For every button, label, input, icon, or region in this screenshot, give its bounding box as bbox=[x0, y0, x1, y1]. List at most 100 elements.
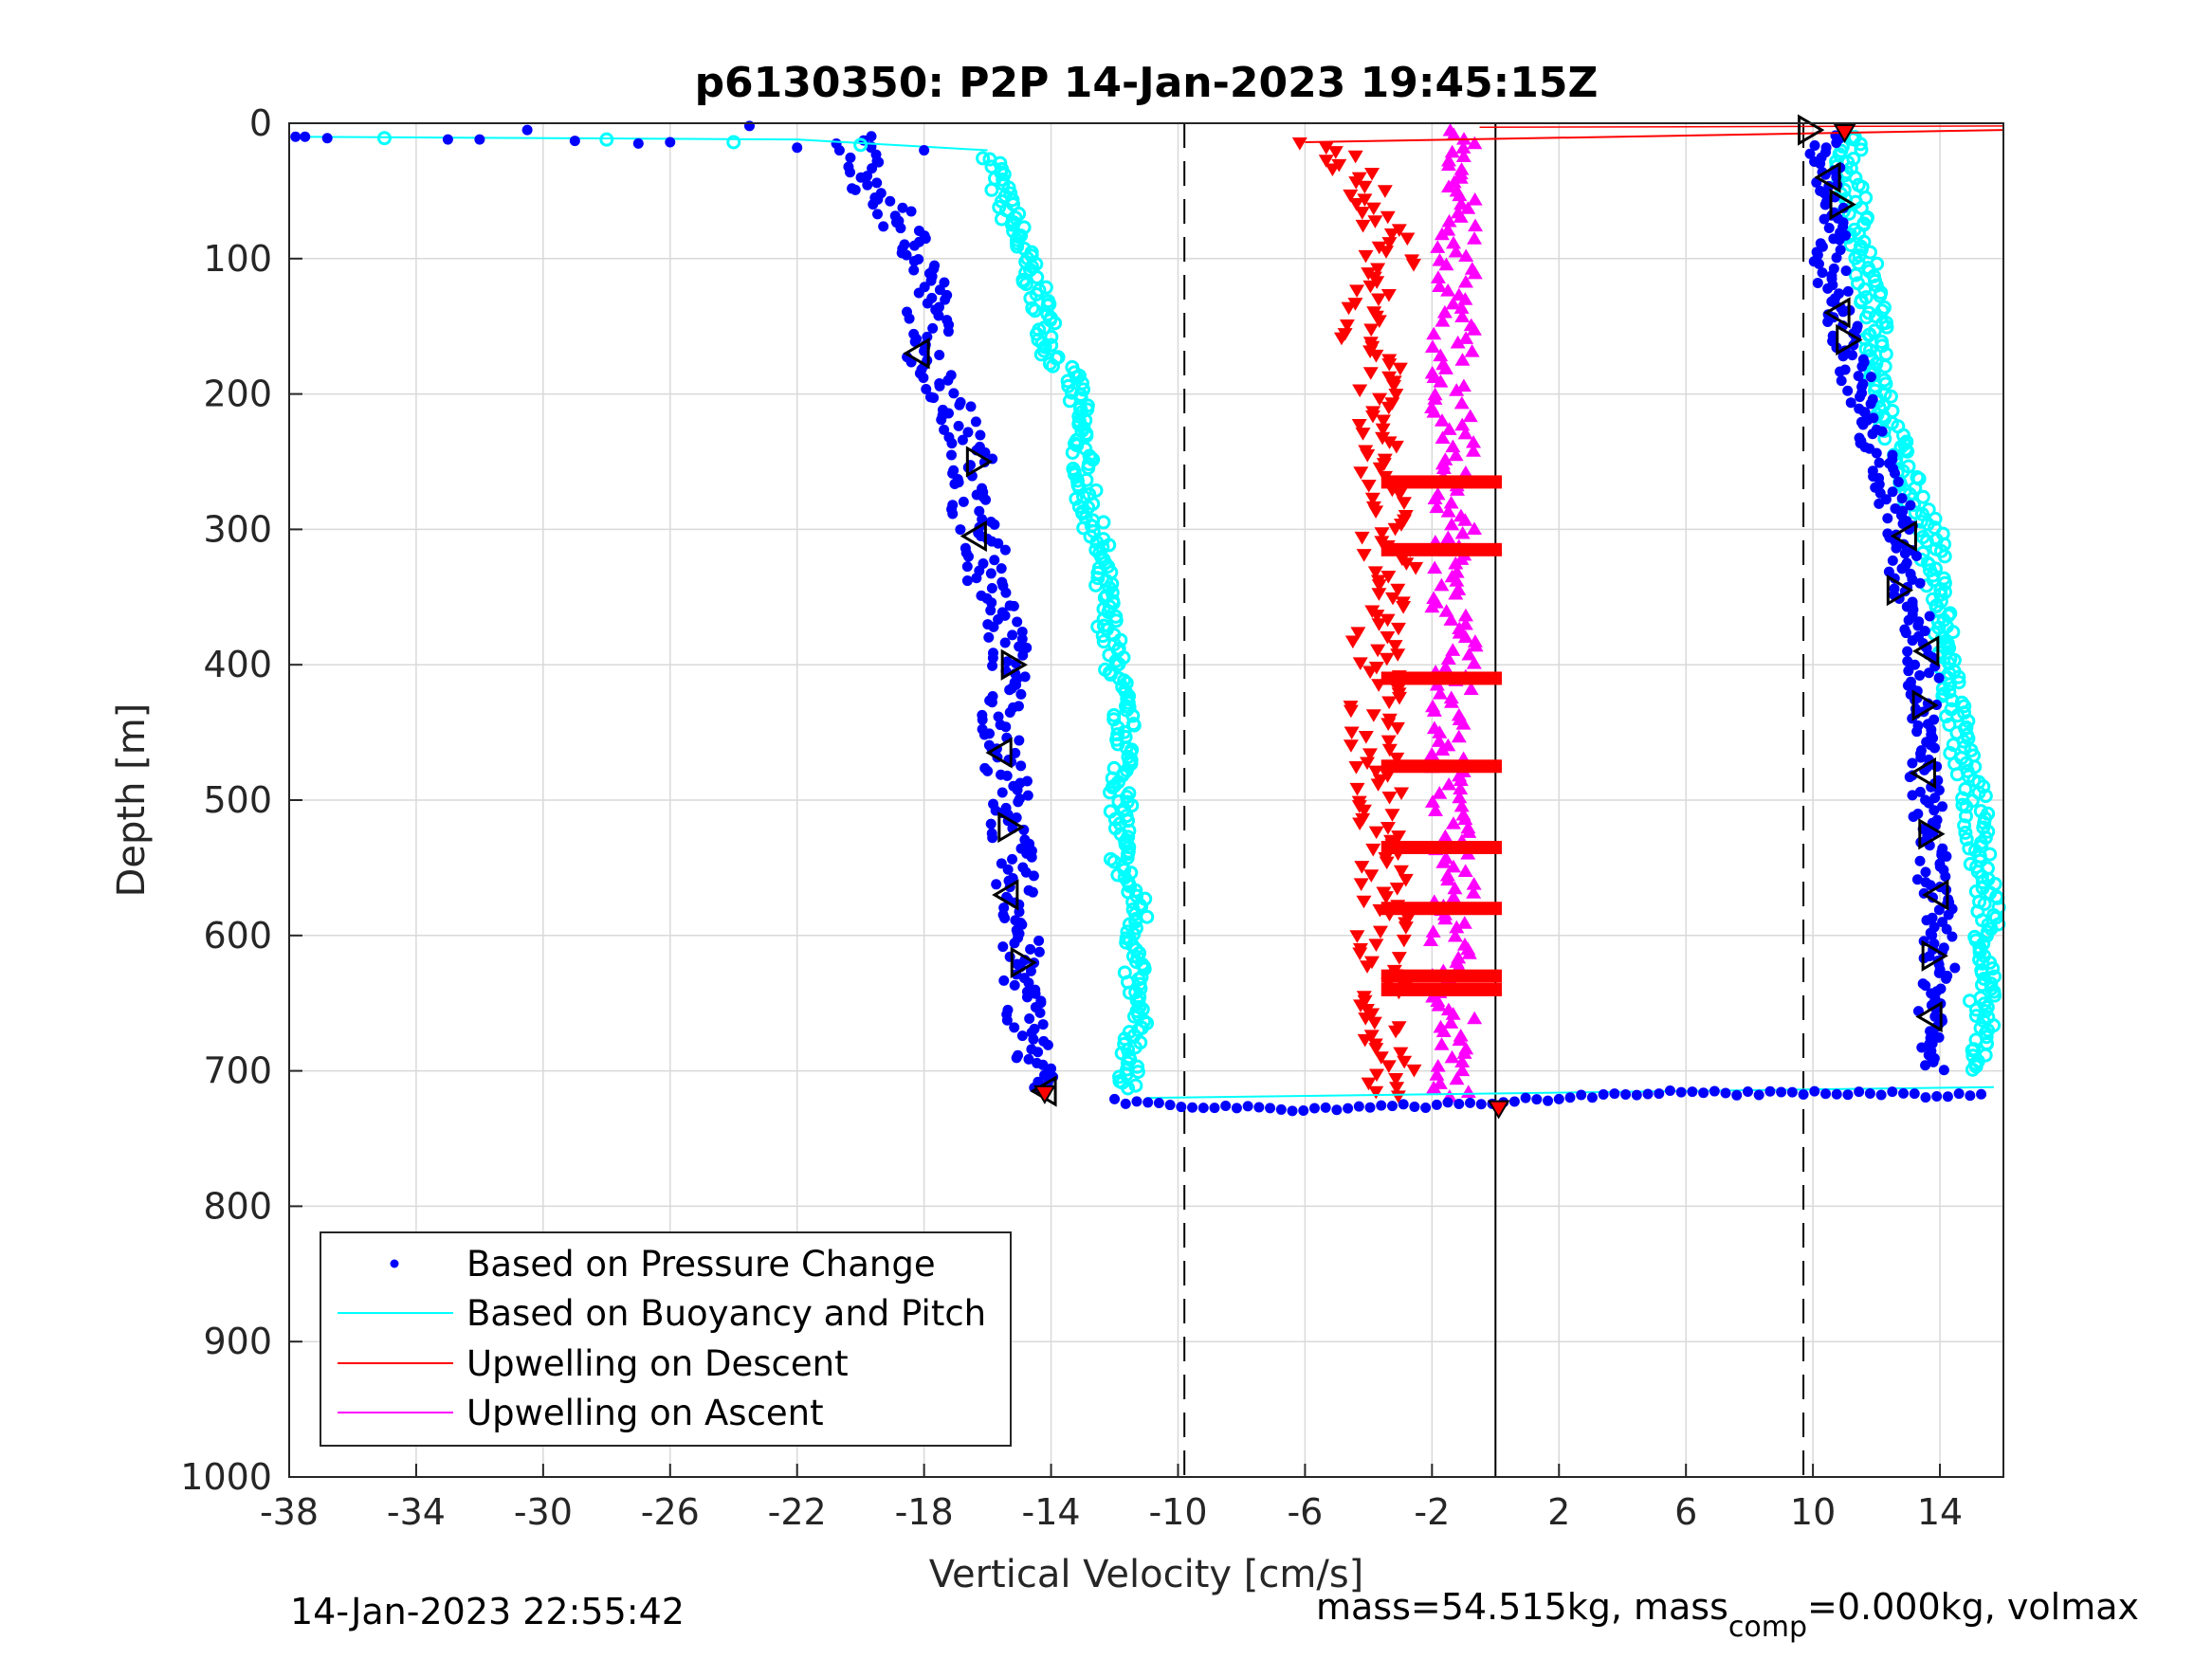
pressure-ascent-point bbox=[1933, 672, 1945, 684]
bottom-turn-pressure-point bbox=[1242, 1101, 1253, 1112]
upwelling-ascent-marker bbox=[1451, 729, 1467, 743]
pressure-ascent-point bbox=[1892, 476, 1904, 487]
pressure-descent-point bbox=[1014, 641, 1025, 652]
buoyancy-descent-point bbox=[1121, 1081, 1136, 1096]
upwelling-band bbox=[1380, 759, 1502, 774]
pressure-ascent-point bbox=[1837, 306, 1849, 318]
pressure-ascent-point bbox=[1900, 628, 1911, 639]
upwelling-descent-marker bbox=[1380, 210, 1396, 225]
surface-buoyancy-point bbox=[376, 131, 392, 146]
pressure-descent-point bbox=[927, 322, 939, 334]
buoyancy-ascent-point bbox=[1978, 789, 1993, 804]
upwelling-descent-marker bbox=[1374, 527, 1390, 540]
upwelling-descent-marker bbox=[1344, 726, 1360, 740]
bottom-turn-pressure-point bbox=[1664, 1085, 1675, 1096]
upwelling-ascent-marker bbox=[1455, 378, 1472, 392]
legend-label-pressure: Based on Pressure Change bbox=[466, 1244, 936, 1285]
upwelling-ascent-marker bbox=[1425, 924, 1441, 938]
pressure-descent-point bbox=[873, 156, 885, 168]
pressure-descent-point bbox=[1008, 600, 1019, 611]
upwelling-descent-marker bbox=[1379, 652, 1395, 666]
pressure-descent-point bbox=[1039, 1069, 1051, 1081]
upwelling-ascent-marker bbox=[1435, 855, 1452, 868]
pressure-descent-point bbox=[1000, 587, 1012, 598]
upwelling-descent-marker bbox=[1381, 237, 1398, 250]
upwelling-descent-marker bbox=[1360, 960, 1376, 974]
buoyancy-ascent-point bbox=[1853, 137, 1868, 152]
upwelling-descent-marker bbox=[1371, 241, 1387, 255]
pressure-descent-point bbox=[997, 941, 1009, 953]
upwelling-ascent-marker bbox=[1452, 1032, 1468, 1047]
upwelling-ascent-marker bbox=[1441, 179, 1457, 192]
pressure-descent-point bbox=[985, 818, 996, 830]
upwelling-descent-marker bbox=[1380, 718, 1397, 731]
upwelling-ascent-marker bbox=[1454, 353, 1471, 366]
upwelling-ascent-marker bbox=[1426, 404, 1442, 418]
y-tick-label: 100 bbox=[203, 238, 272, 280]
pressure-descent-point bbox=[1022, 790, 1033, 801]
pressure-descent-point bbox=[1037, 1019, 1049, 1030]
bottom-turn-pressure-point bbox=[1564, 1092, 1576, 1103]
bottom-turn-pressure-point bbox=[1753, 1089, 1764, 1101]
upwelling-ascent-marker bbox=[1426, 703, 1442, 717]
pressure-descent-point bbox=[988, 621, 999, 632]
ascent-triangle-marker bbox=[1890, 520, 1917, 553]
upwelling-descent-marker bbox=[1386, 379, 1402, 393]
upwelling-descent-marker bbox=[1373, 1051, 1389, 1065]
upwelling-descent-marker bbox=[1363, 1030, 1380, 1043]
y-tick-label: 1000 bbox=[180, 1456, 272, 1498]
upwelling-ascent-marker bbox=[1427, 560, 1443, 574]
upwelling-ascent-marker bbox=[1440, 530, 1456, 544]
y-tick-label: 200 bbox=[203, 374, 272, 415]
buoyancy-ascent-point bbox=[1854, 295, 1869, 310]
upwelling-ascent-marker bbox=[1424, 794, 1440, 808]
bottom-turn-pressure-point bbox=[1164, 1100, 1176, 1111]
upwelling-ascent-marker bbox=[1449, 1071, 1465, 1085]
pressure-descent-point bbox=[979, 447, 991, 458]
pressure-descent-point bbox=[1001, 1014, 1013, 1026]
pressure-descent-point bbox=[897, 202, 908, 213]
pressure-descent-point bbox=[958, 496, 969, 507]
upwelling-ascent-marker bbox=[1463, 682, 1479, 696]
upwelling-descent-marker bbox=[1368, 349, 1384, 363]
bottom-turn-pressure-point bbox=[1742, 1086, 1753, 1098]
upwelling-descent-marker bbox=[1383, 228, 1399, 242]
upwelling-ascent-marker bbox=[1457, 864, 1473, 877]
upwelling-descent-marker bbox=[1352, 947, 1368, 961]
buoyancy-ascent-point bbox=[1963, 994, 1978, 1009]
upwelling-descent-marker bbox=[1357, 1033, 1373, 1048]
upwelling-ascent-marker bbox=[1432, 279, 1448, 293]
pressure-descent-point bbox=[999, 544, 1011, 556]
pressure-descent-point bbox=[1009, 979, 1020, 991]
upwelling-descent-marker bbox=[1392, 488, 1408, 501]
upwelling-descent-marker bbox=[1372, 925, 1388, 939]
pressure-descent-point bbox=[985, 605, 996, 616]
upwelling-descent-marker bbox=[1378, 891, 1394, 904]
pressure-descent-point bbox=[975, 429, 986, 441]
buoyancy-ascent-point bbox=[1962, 841, 1977, 856]
upwelling-descent-marker bbox=[1356, 804, 1372, 818]
surface-pressure-point bbox=[474, 134, 485, 145]
pressure-descent-point bbox=[866, 131, 877, 142]
pressure-descent-point bbox=[1028, 870, 1039, 882]
pressure-descent-point bbox=[885, 195, 896, 207]
bottom-turn-pressure-point bbox=[1143, 1097, 1154, 1108]
pressure-descent-point bbox=[1034, 1007, 1046, 1018]
pressure-ascent-point bbox=[1907, 635, 1918, 647]
upwelling-surface-line bbox=[1305, 129, 2004, 143]
legend-label-upwelling-descent: Upwelling on Descent bbox=[466, 1343, 849, 1384]
pressure-ascent-point bbox=[1887, 486, 1898, 498]
pressure-ascent-point bbox=[1911, 874, 1923, 885]
pressure-descent-point bbox=[1004, 706, 1015, 718]
pressure-descent-point bbox=[1042, 1039, 1053, 1050]
pressure-descent-point bbox=[904, 313, 915, 324]
bottom-turn-pressure-point bbox=[1543, 1095, 1554, 1106]
upwelling-ascent-marker bbox=[1444, 695, 1460, 708]
timestamp-annotation: 14-Jan-2023 22:55:42 bbox=[290, 1591, 685, 1632]
upwelling-descent-marker bbox=[1388, 1025, 1404, 1039]
buoyancy-ascent-point bbox=[1848, 170, 1863, 185]
upwelling-band bbox=[1380, 982, 1502, 996]
upwelling-ascent-marker bbox=[1427, 392, 1443, 405]
pressure-ascent-point bbox=[1911, 726, 1923, 738]
surface-pressure-point bbox=[569, 136, 580, 147]
